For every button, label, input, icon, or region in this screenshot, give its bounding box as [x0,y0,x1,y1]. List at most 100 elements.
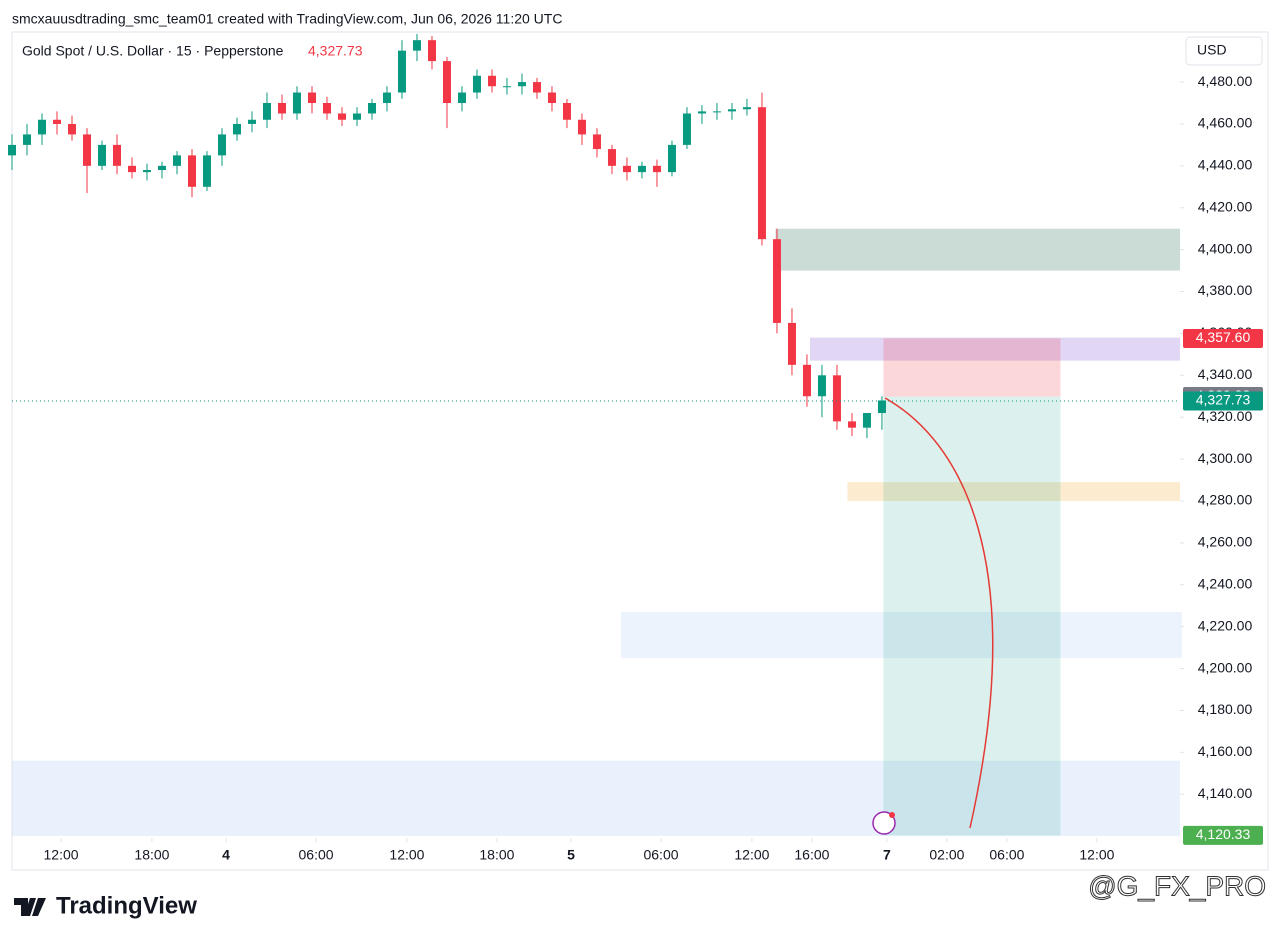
candle-body [277,103,286,114]
zone [847,482,1180,501]
x-tick-label: 12:00 [44,847,79,863]
candle-body [232,123,241,135]
candle-body [862,413,871,428]
candle-body [52,119,61,124]
y-tick-label: 4,380.00 [1198,282,1253,298]
zone [620,611,1182,659]
x-tick-label: 7 [883,847,891,863]
price-label: 4,120.33 [1196,826,1251,842]
candle-body [22,134,31,145]
y-tick-label: 4,220.00 [1198,617,1253,633]
candle-body [847,421,856,428]
candle-body [502,86,511,88]
candle-body [727,109,736,112]
candle-body [592,134,601,150]
candle-body [832,375,841,422]
y-tick-label: 4,180.00 [1198,701,1253,717]
candle-body [667,144,676,173]
candle-body [547,92,556,104]
candle-body [217,134,226,156]
y-tick-label: 4,240.00 [1198,575,1253,591]
y-tick-label: 4,300.00 [1198,450,1253,466]
candle-body [682,113,691,145]
candle-body [637,165,646,173]
candle-body [247,119,256,124]
x-tick-label: 06:00 [299,847,334,863]
candle-body [337,113,346,120]
x-tick-label: 02:00 [929,847,964,863]
logo-icon [14,898,46,916]
y-tick-label: 4,280.00 [1198,492,1253,508]
price-label-box [1183,825,1263,845]
candle-body [37,119,46,135]
candle-body [367,103,376,114]
zone [809,337,1180,361]
x-tick-label: 16:00 [794,847,829,863]
price-label-box [1183,328,1263,348]
event-dot [889,812,895,818]
candle-body [322,103,331,114]
candle-body [262,103,271,120]
candle-body [472,75,481,93]
projection-curve [884,397,994,829]
candle-body [442,61,451,104]
candle-body [742,107,751,110]
price-label-box [1183,391,1263,411]
candle-body [757,107,766,240]
candle-body [307,92,316,104]
x-tick-label: 06:00 [989,847,1024,863]
candle-body [697,111,706,114]
candle-body [127,165,136,173]
candle-body [517,82,526,87]
x-tick-label: 12:00 [1079,847,1114,863]
x-tick-label: 5 [567,847,575,863]
watermark: @G_FX_PRO [1088,870,1266,901]
zone [775,228,1180,271]
candle-body [142,170,151,173]
candle-body [487,75,496,87]
y-tick-label: 4,480.00 [1198,73,1253,89]
last-price: 4,327.73 [308,43,363,59]
candle-body [97,144,106,166]
zone [12,760,1180,837]
candle-body [202,155,211,187]
candle-body [397,50,406,93]
candle-body [877,400,886,414]
x-tick-label: 06:00 [643,847,678,863]
credit: smcxauusdtrading_smc_team01 created with… [12,11,562,27]
zone [883,338,1061,397]
candle-body [772,239,781,323]
event-icon[interactable] [872,811,896,835]
y-tick-label: 4,420.00 [1198,198,1253,214]
y-tick-label: 4,340.00 [1198,366,1253,382]
logo-text: TradingView [56,892,197,919]
y-tick-label: 4,400.00 [1198,240,1253,256]
y-tick-label: 4,160.00 [1198,743,1253,759]
candle-body [172,155,181,166]
candle-body [787,322,796,365]
y-tick-label: 4,200.00 [1198,659,1253,675]
price-label: 4,327.73 [1196,392,1251,408]
candle-body [802,364,811,397]
candle-body [67,123,76,135]
candle-body [607,149,616,166]
frame [11,31,1269,871]
currency[interactable]: USD [1197,42,1227,58]
zone [883,396,1061,836]
y-tick-label: 4,320.00 [1198,408,1253,424]
candle-body [457,92,466,104]
candle-body [532,82,541,93]
candle-body [817,375,826,397]
currency-box[interactable] [1185,36,1263,66]
y-tick-label: 4,440.00 [1198,157,1253,173]
x-tick-label: 12:00 [389,847,424,863]
x-tick-label: 12:00 [734,847,769,863]
candle-body [352,113,361,120]
y-tick-label: 4,260.00 [1198,534,1253,550]
x-tick-label: 4 [222,847,230,863]
candle-body [412,40,421,51]
candle-body [82,134,91,166]
y-tick-label: 4,460.00 [1198,115,1253,131]
